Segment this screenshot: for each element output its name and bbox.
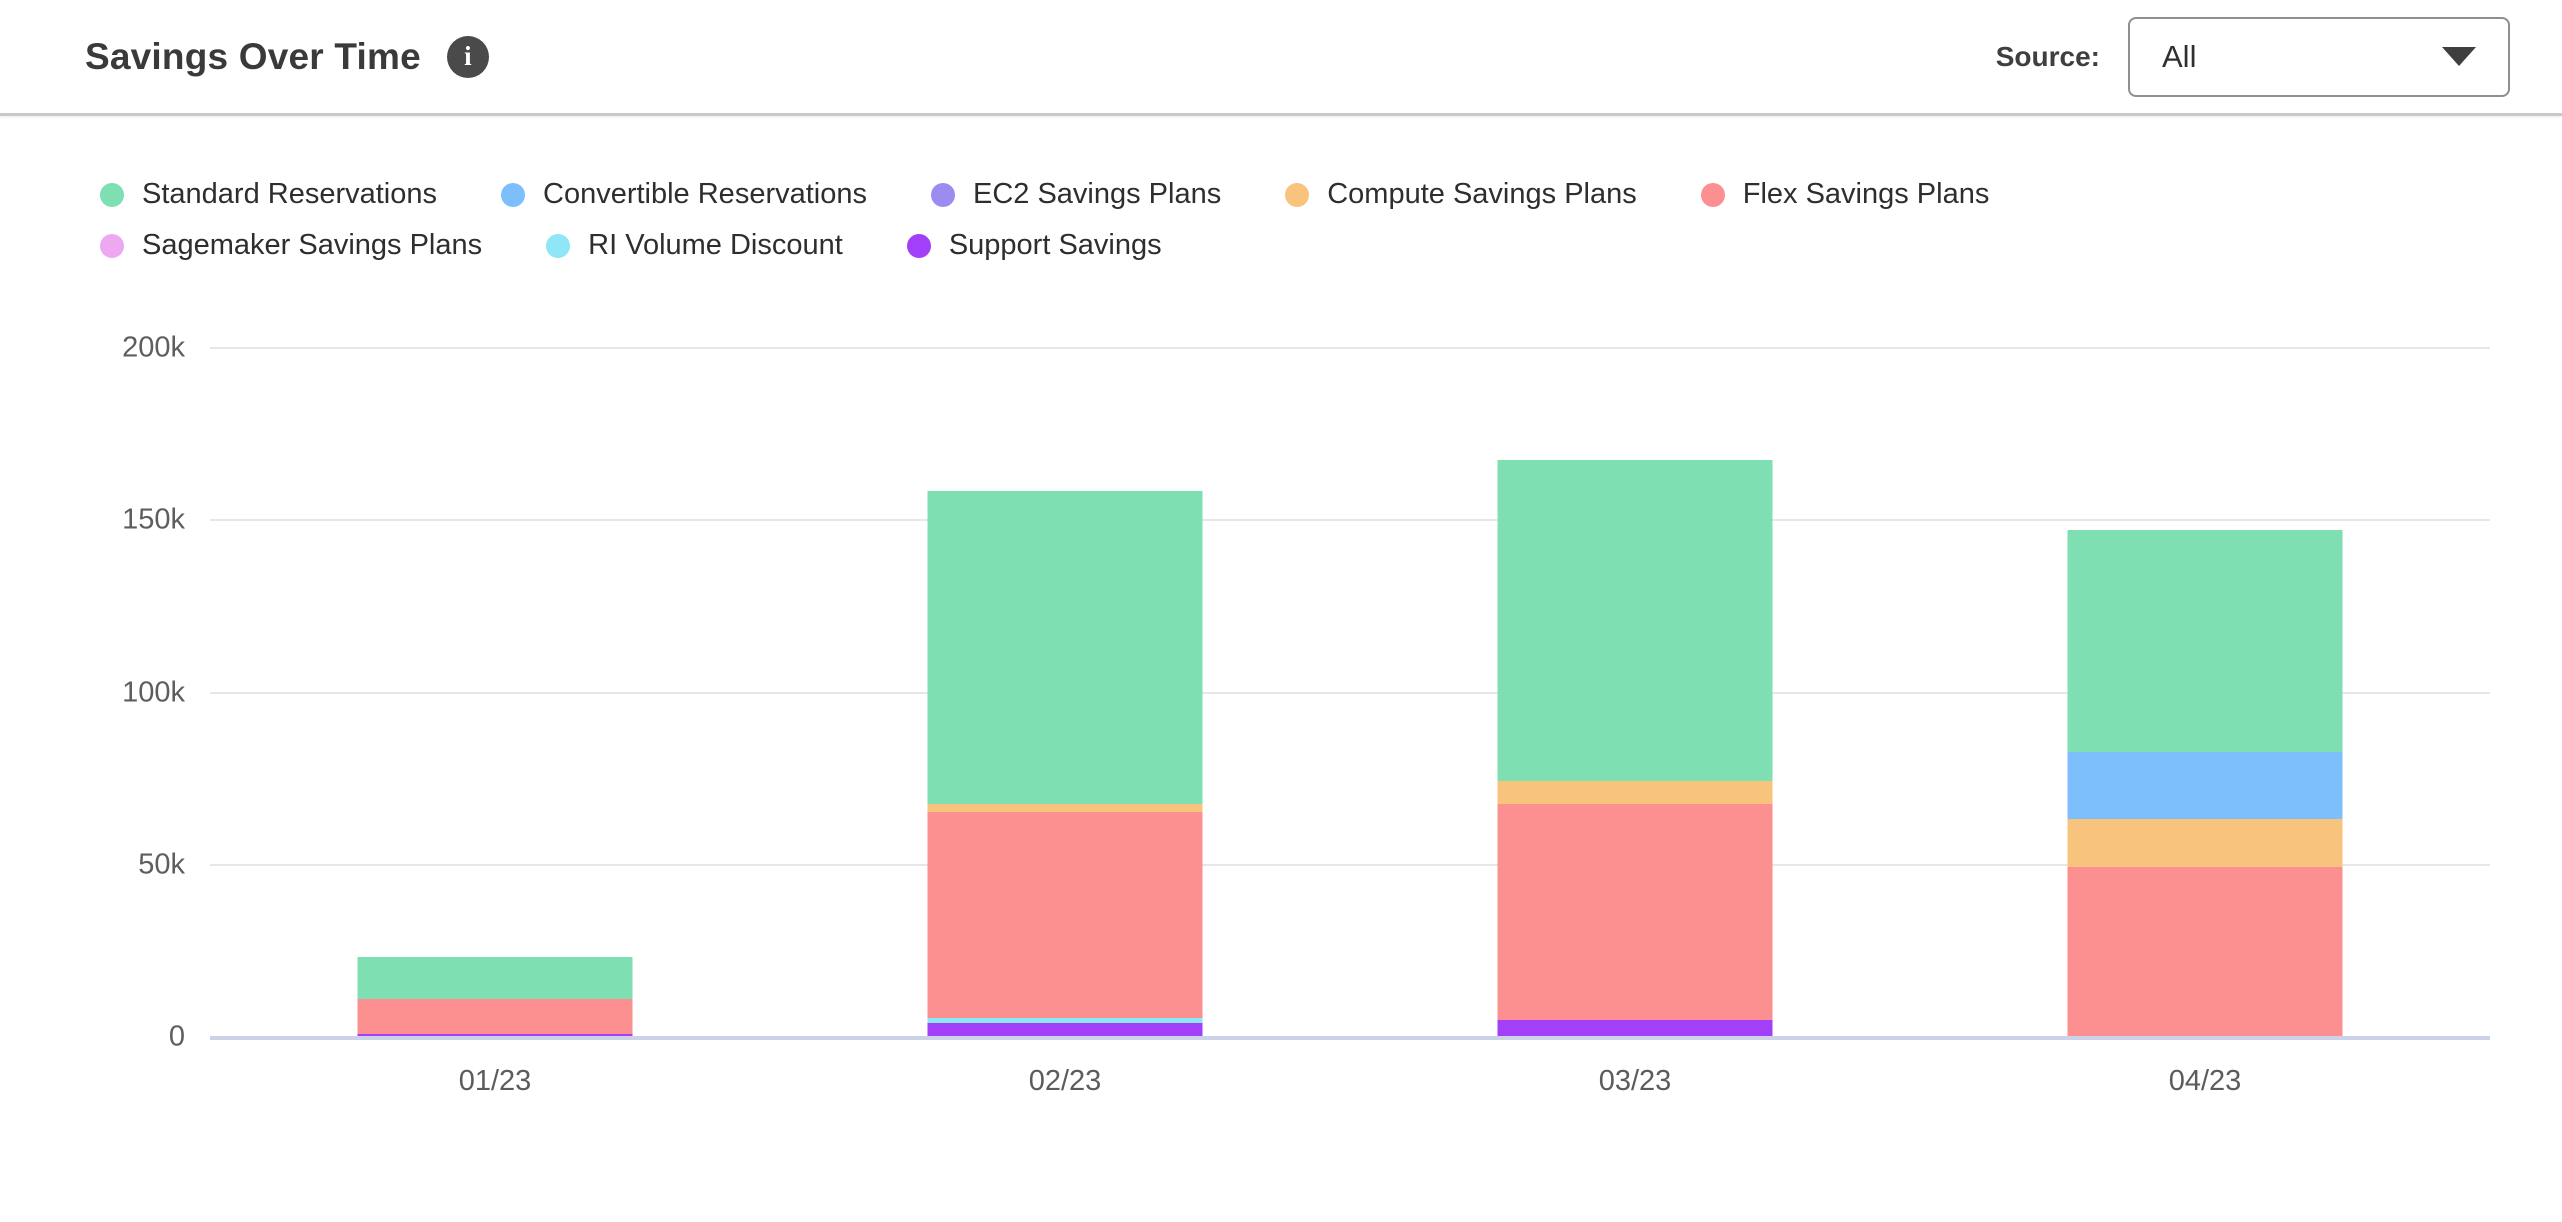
header-title-group: Savings Over Time i bbox=[85, 35, 489, 78]
legend-dot-icon bbox=[930, 182, 955, 207]
x-axis-tick-01-23: 01/23 bbox=[458, 1065, 532, 1097]
gridline-100k bbox=[210, 691, 2490, 694]
gridline-150k bbox=[210, 519, 2490, 522]
chevron-down-icon bbox=[2442, 47, 2476, 66]
legend-label: Compute Savings Plans bbox=[1327, 178, 1637, 210]
legend-label: Convertible Reservations bbox=[543, 178, 867, 210]
bar-segment-standard-reservations[interactable] bbox=[1497, 459, 1773, 782]
stacked-bar-03-23[interactable] bbox=[1497, 459, 1773, 1037]
bar-segment-ri-volume-discount[interactable] bbox=[927, 1017, 1203, 1023]
stacked-bar-01-23[interactable] bbox=[357, 956, 633, 1037]
bar-slot-02-23: 02/23 bbox=[780, 348, 1350, 1097]
panel-header: Savings Over Time i Source: All bbox=[0, 0, 2562, 116]
source-filter-group: Source: All bbox=[1995, 16, 2510, 97]
bar-segment-support-savings[interactable] bbox=[927, 1022, 1203, 1037]
legend-item-standard-reservations[interactable]: Standard Reservations bbox=[100, 178, 437, 211]
bar-segment-flex-savings-plans[interactable] bbox=[927, 811, 1203, 1018]
gridline-50k bbox=[210, 863, 2490, 866]
x-axis-tick-04-23: 04/23 bbox=[2168, 1065, 2242, 1097]
x-axis-tick-03-23: 03/23 bbox=[1598, 1065, 1672, 1097]
y-axis-tick-150k: 150k bbox=[122, 503, 185, 536]
bar-slot-04-23: 04/23 bbox=[1920, 348, 2490, 1097]
stacked-bar-chart: 0 50k 100k 150k 200k 01/23 02/23 03/23 04/23 bbox=[122, 332, 2490, 1097]
legend-label: Standard Reservations bbox=[142, 178, 437, 210]
legend-item-compute-savings-plans[interactable]: Compute Savings Plans bbox=[1285, 178, 1637, 211]
legend-dot-icon bbox=[906, 233, 931, 258]
source-label: Source: bbox=[1995, 40, 2100, 72]
legend-dot-icon bbox=[1700, 182, 1725, 207]
page-title: Savings Over Time bbox=[85, 35, 421, 77]
legend-item-ri-volume-discount[interactable]: RI Volume Discount bbox=[546, 229, 843, 262]
y-axis-tick-100k: 100k bbox=[122, 676, 185, 708]
legend-dot-icon bbox=[100, 182, 124, 207]
y-axis-tick-0: 0 bbox=[168, 1020, 185, 1053]
bar-segment-support-savings[interactable] bbox=[357, 1033, 633, 1037]
legend-item-convertible-reservations[interactable]: Convertible Reservations bbox=[501, 178, 867, 211]
info-icon[interactable]: i bbox=[446, 35, 489, 78]
x-axis-tick-02-23: 02/23 bbox=[1028, 1065, 1102, 1097]
legend-label: Flex Savings Plans bbox=[1742, 178, 1990, 210]
stacked-bar-04-23[interactable] bbox=[2067, 529, 2343, 1037]
legend-label: EC2 Savings Plans bbox=[972, 178, 1222, 210]
bar-segment-standard-reservations[interactable] bbox=[2067, 529, 2343, 753]
source-dropdown[interactable]: All bbox=[2128, 16, 2510, 97]
y-axis-tick-50k: 50k bbox=[138, 848, 185, 881]
bar-segment-standard-reservations[interactable] bbox=[927, 490, 1203, 804]
bar-segment-flex-savings-plans[interactable] bbox=[357, 998, 633, 1034]
legend-item-flex-savings-plans[interactable]: Flex Savings Plans bbox=[1700, 178, 1990, 211]
bar-segment-flex-savings-plans[interactable] bbox=[1497, 804, 1773, 1021]
gridline-200k bbox=[210, 347, 2490, 349]
y-axis-tick-200k: 200k bbox=[122, 331, 185, 364]
bar-slot-03-23: 03/23 bbox=[1350, 348, 1920, 1097]
bar-segment-compute-savings-plans[interactable] bbox=[1497, 781, 1773, 805]
source-dropdown-value: All bbox=[2162, 38, 2197, 74]
stacked-bar-02-23[interactable] bbox=[927, 490, 1203, 1037]
legend-item-ec2-savings-plans[interactable]: EC2 Savings Plans bbox=[930, 178, 1222, 211]
legend-dot-icon bbox=[501, 182, 525, 207]
bar-segment-flex-savings-plans[interactable] bbox=[2067, 867, 2343, 1037]
bar-segment-convertible-reservations[interactable] bbox=[2067, 752, 2343, 820]
legend-label: Sagemaker Savings Plans bbox=[142, 229, 483, 261]
legend-dot-icon bbox=[100, 233, 124, 258]
legend-item-sagemaker-savings-plans[interactable]: Sagemaker Savings Plans bbox=[100, 229, 482, 262]
x-axis-baseline bbox=[210, 1036, 2490, 1040]
bar-segment-compute-savings-plans[interactable] bbox=[2067, 819, 2343, 868]
bar-segment-standard-reservations[interactable] bbox=[357, 956, 633, 999]
chart-legend: Standard Reservations Convertible Reserva… bbox=[100, 178, 2262, 262]
legend-label: Support Savings bbox=[948, 229, 1162, 261]
bar-slot-01-23: 01/23 bbox=[210, 348, 780, 1097]
legend-dot-icon bbox=[1285, 182, 1310, 207]
legend-label: RI Volume Discount bbox=[588, 229, 843, 261]
bar-segment-compute-savings-plans[interactable] bbox=[927, 803, 1203, 812]
legend-item-support-savings[interactable]: Support Savings bbox=[906, 229, 1162, 262]
legend-dot-icon bbox=[546, 233, 571, 258]
bar-segment-support-savings[interactable] bbox=[1497, 1020, 1773, 1037]
